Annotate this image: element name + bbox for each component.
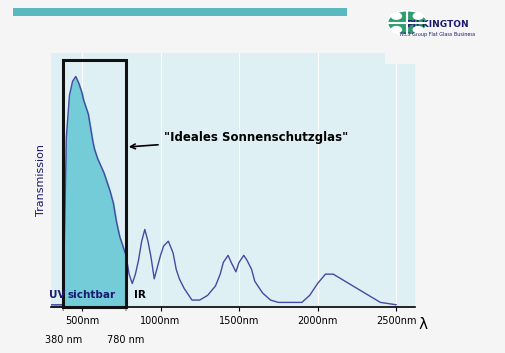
Text: 780 nm: 780 nm bbox=[107, 335, 144, 345]
Text: "Ideales Sonnenschutzglas": "Ideales Sonnenschutzglas" bbox=[130, 131, 347, 149]
Text: sichtbar: sichtbar bbox=[67, 290, 115, 300]
Text: 380 nm: 380 nm bbox=[44, 335, 82, 345]
Circle shape bbox=[391, 26, 400, 33]
Bar bbox=[63, 60, 126, 307]
Text: PILKINGTON: PILKINGTON bbox=[406, 19, 468, 29]
Text: IR: IR bbox=[134, 290, 146, 300]
Circle shape bbox=[413, 13, 422, 19]
Y-axis label: Transmission: Transmission bbox=[36, 144, 46, 216]
Text: λ: λ bbox=[418, 317, 427, 333]
Text: NSG Group Flat Glass Business: NSG Group Flat Glass Business bbox=[399, 32, 474, 37]
Circle shape bbox=[386, 11, 427, 35]
Circle shape bbox=[413, 26, 422, 33]
Circle shape bbox=[391, 13, 400, 19]
Text: UV: UV bbox=[48, 290, 65, 300]
